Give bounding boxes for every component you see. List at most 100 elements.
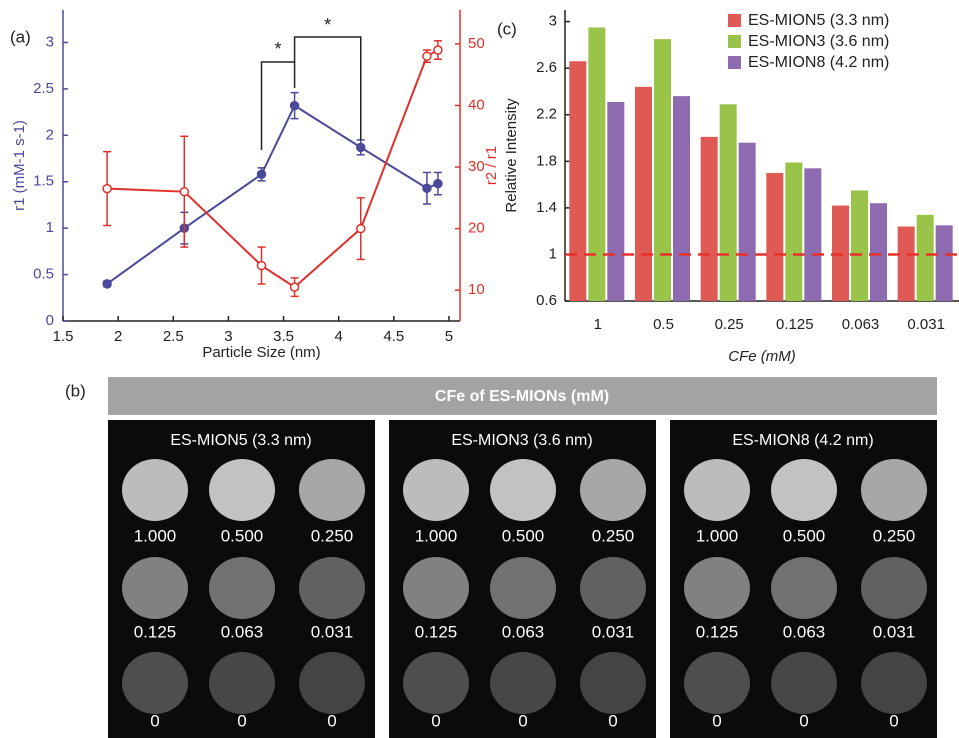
phantom bbox=[771, 652, 837, 714]
concentration-label: 0.031 bbox=[873, 622, 916, 641]
panel-title: ES-MION8 (4.2 nm) bbox=[732, 432, 873, 449]
legend-swatch bbox=[728, 14, 741, 27]
bar bbox=[898, 227, 915, 301]
concentration-label: 0.063 bbox=[221, 622, 264, 641]
series-line bbox=[107, 50, 438, 287]
y2-tick-label: 20 bbox=[468, 220, 485, 237]
panel-label: (c) bbox=[497, 19, 517, 38]
bar bbox=[785, 162, 802, 301]
bar bbox=[588, 27, 605, 301]
phantom bbox=[403, 557, 469, 619]
y-axis-label: r1 (mM-1 s-1) bbox=[11, 120, 28, 211]
phantom bbox=[861, 557, 927, 619]
phantom bbox=[861, 652, 927, 714]
concentration-label: 0.500 bbox=[221, 526, 264, 545]
phantom bbox=[580, 652, 646, 714]
concentration-label: 0.500 bbox=[783, 526, 826, 545]
marker bbox=[357, 225, 365, 233]
y-tick-label: 1.4 bbox=[536, 199, 557, 216]
x-tick-label: 3 bbox=[224, 328, 232, 345]
x-tick-label: 0.031 bbox=[907, 316, 945, 333]
phantom bbox=[490, 652, 556, 714]
x-tick-label: 0.25 bbox=[715, 316, 744, 333]
y2-tick-label: 10 bbox=[468, 281, 485, 298]
concentration-label: 1.000 bbox=[415, 526, 458, 545]
phantom bbox=[580, 557, 646, 619]
phantom bbox=[122, 557, 188, 619]
phantom bbox=[684, 459, 750, 521]
concentration-label: 0 bbox=[799, 711, 808, 730]
x-tick-label: 1 bbox=[594, 316, 602, 333]
marker bbox=[291, 283, 299, 291]
concentration-label: 0.250 bbox=[873, 526, 916, 545]
phantom bbox=[209, 652, 275, 714]
concentration-label: 0.063 bbox=[502, 622, 545, 641]
y-tick-label: 0.6 bbox=[536, 292, 557, 309]
concentration-label: 0.125 bbox=[134, 622, 177, 641]
bar bbox=[766, 173, 783, 301]
bar bbox=[569, 61, 586, 301]
bar bbox=[607, 102, 624, 301]
significance: * bbox=[324, 15, 331, 35]
marker bbox=[103, 185, 111, 193]
bar bbox=[635, 87, 652, 301]
y-axis-label: Relative Intensity bbox=[503, 98, 520, 213]
concentration-label: 0.063 bbox=[783, 622, 826, 641]
y-tick-label: 2 bbox=[46, 126, 54, 143]
y2-tick-label: 40 bbox=[468, 96, 485, 113]
concentration-label: 1.000 bbox=[696, 526, 739, 545]
x-tick-label: 4 bbox=[335, 328, 343, 345]
marker bbox=[423, 184, 431, 192]
concentration-label: 0.250 bbox=[311, 526, 354, 545]
page: 1.522.533.544.5500.511.522.531020304050P… bbox=[0, 0, 959, 738]
legend-label: ES-MION8 (4.2 nm) bbox=[748, 54, 889, 71]
legend-swatch bbox=[728, 56, 741, 69]
figure: 1.522.533.544.5500.511.522.531020304050P… bbox=[0, 0, 959, 738]
concentration-label: 0 bbox=[431, 711, 440, 730]
phantom bbox=[490, 557, 556, 619]
bar bbox=[870, 203, 887, 301]
concentration-label: 0 bbox=[608, 711, 617, 730]
phantom bbox=[403, 459, 469, 521]
legend-swatch bbox=[728, 35, 741, 48]
concentration-label: 0.031 bbox=[311, 622, 354, 641]
marker bbox=[291, 102, 299, 110]
phantom bbox=[861, 459, 927, 521]
panel-label: (a) bbox=[10, 27, 31, 46]
marker bbox=[258, 262, 266, 270]
legend-label: ES-MION3 (3.6 nm) bbox=[748, 33, 889, 50]
legend-label: ES-MION5 (3.3 nm) bbox=[748, 12, 889, 29]
marker bbox=[423, 52, 431, 60]
concentration-label: 0.125 bbox=[415, 622, 458, 641]
phantom bbox=[490, 459, 556, 521]
y-tick-label: 3 bbox=[549, 13, 557, 30]
phantom bbox=[684, 652, 750, 714]
concentration-label: 0 bbox=[889, 711, 898, 730]
concentration-label: 0 bbox=[712, 711, 721, 730]
x-tick-label: 0.5 bbox=[653, 316, 674, 333]
bar bbox=[917, 215, 934, 301]
panel-title: ES-MION5 (3.3 nm) bbox=[170, 432, 311, 449]
panel-label: (b) bbox=[65, 381, 86, 400]
significance: * bbox=[275, 39, 282, 59]
marker bbox=[434, 180, 442, 188]
bar bbox=[654, 39, 671, 301]
concentration-label: 0 bbox=[327, 711, 336, 730]
concentration-label: 0.500 bbox=[502, 526, 545, 545]
x-tick-label: 5 bbox=[445, 328, 453, 345]
bar bbox=[673, 96, 690, 301]
y-tick-label: 0 bbox=[46, 312, 54, 329]
bar bbox=[739, 143, 756, 301]
y-tick-label: 3 bbox=[46, 33, 54, 50]
y-tick-label: 2.6 bbox=[536, 59, 557, 76]
bracket bbox=[295, 37, 361, 140]
phantom bbox=[684, 557, 750, 619]
phantom bbox=[299, 652, 365, 714]
concentration-label: 0.125 bbox=[696, 622, 739, 641]
phantom bbox=[580, 459, 646, 521]
bar bbox=[720, 104, 737, 301]
x-tick-label: 2 bbox=[114, 328, 122, 345]
bracket bbox=[262, 62, 295, 150]
marker bbox=[103, 280, 111, 288]
y-tick-label: 1.8 bbox=[536, 152, 557, 169]
